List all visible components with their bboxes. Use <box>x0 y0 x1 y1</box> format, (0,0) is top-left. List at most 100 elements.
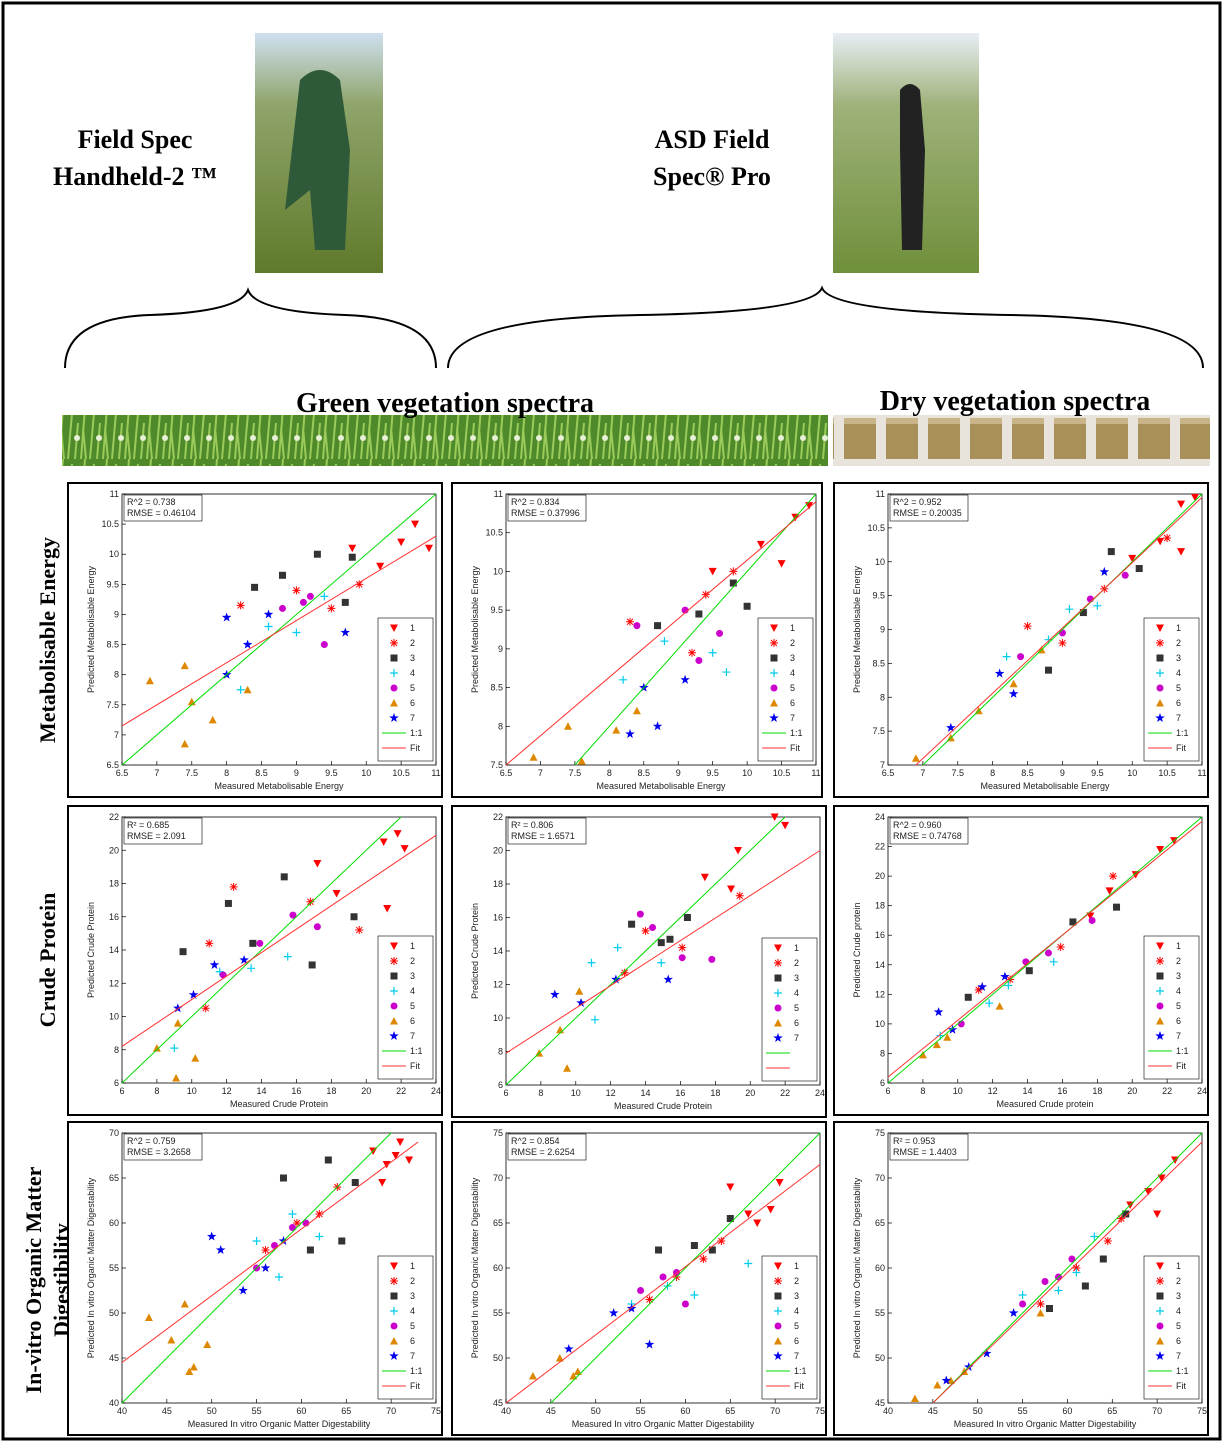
y-axis-label: Predicted In vitro Organic Matter Digest… <box>852 1177 862 1358</box>
marker <box>342 599 349 606</box>
x-tick-label: 6 <box>503 1088 508 1098</box>
marker <box>633 622 640 629</box>
x-tick-label: 10.5 <box>773 768 791 778</box>
marker <box>307 1247 314 1254</box>
x-tick-label: 20 <box>361 1086 371 1096</box>
y-tick-label: 10.5 <box>485 528 503 538</box>
dry-strip <box>833 415 1210 466</box>
marker <box>1019 1301 1026 1308</box>
legend-label: 5 <box>1176 683 1181 693</box>
stats-text: RMSE = 0.46104 <box>127 508 196 518</box>
legend <box>758 618 813 761</box>
legend-label: 1 <box>1176 1261 1181 1271</box>
y-tick-label: 65 <box>493 1218 503 1228</box>
legend-label: 2 <box>1176 956 1181 966</box>
marker <box>1017 653 1024 660</box>
marker <box>220 971 227 978</box>
marker <box>775 1293 782 1300</box>
x-tick-label: 12 <box>606 1088 616 1098</box>
legend-label: 3 <box>1176 971 1181 981</box>
x-tick-label: 75 <box>815 1406 825 1416</box>
x-tick-label: 8.5 <box>255 768 268 778</box>
marker <box>655 1247 662 1254</box>
figure: Field Spec Handheld-2 ™ ASD Field Spec® … <box>0 0 1223 1442</box>
y-tick-label: 8 <box>880 692 885 702</box>
marker <box>1100 1256 1107 1263</box>
legend-label: 4 <box>1176 668 1181 678</box>
y-tick-label: 55 <box>109 1263 119 1273</box>
x-tick-label: 20 <box>1127 1086 1137 1096</box>
marker <box>1113 904 1120 911</box>
legend-label: 1:1 <box>410 1366 423 1376</box>
y-tick-label: 16 <box>109 912 119 922</box>
marker <box>716 630 723 637</box>
legend-label: Fit <box>410 1061 420 1071</box>
x-tick-label: 70 <box>386 1406 396 1416</box>
y-tick-label: 14 <box>493 946 503 956</box>
marker <box>1157 1293 1164 1300</box>
x-tick-label: 9 <box>294 768 299 778</box>
row-label: In-vitro Organic Matter <box>21 1166 46 1393</box>
legend-label: 3 <box>790 653 795 663</box>
y-tick-label: 18 <box>109 879 119 889</box>
legend-label: 6 <box>794 1336 799 1346</box>
x-tick-label: 14 <box>1023 1086 1033 1096</box>
marker <box>1156 639 1164 647</box>
legend-label: 7 <box>1176 1031 1181 1041</box>
x-tick-label: 7.5 <box>569 768 582 778</box>
legend-label: 1 <box>410 623 415 633</box>
x-tick-label: 55 <box>636 1406 646 1416</box>
marker <box>1045 949 1052 956</box>
marker <box>637 1287 644 1294</box>
marker <box>642 927 650 935</box>
marker <box>391 1323 398 1330</box>
legend-label: 4 <box>410 986 415 996</box>
x-axis-label: Measured Crude Protein <box>230 1099 328 1109</box>
marker <box>626 618 634 626</box>
legend-label: 1 <box>794 943 799 953</box>
marker <box>292 586 300 594</box>
legend-label: 3 <box>1176 653 1181 663</box>
marker <box>391 973 398 980</box>
x-tick-label: 6 <box>119 1086 124 1096</box>
stats-text: R² = 0.806 <box>511 820 553 830</box>
x-tick-label: 8 <box>607 768 612 778</box>
y-tick-label: 9.5 <box>872 591 885 601</box>
legend <box>378 936 433 1079</box>
x-tick-label: 16 <box>291 1086 301 1096</box>
y-tick-label: 10 <box>109 549 119 559</box>
marker <box>770 639 778 647</box>
marker <box>1156 957 1164 965</box>
marker <box>684 914 691 921</box>
legend-label: 6 <box>410 1336 415 1346</box>
scatter-panel: 6.577.588.599.51010.5117.588.599.51010.5… <box>452 483 822 797</box>
y-tick-label: 60 <box>109 1218 119 1228</box>
y-tick-label: 7.5 <box>490 760 503 770</box>
y-tick-label: 12 <box>875 989 885 999</box>
marker <box>1042 1278 1049 1285</box>
y-tick-label: 8 <box>114 670 119 680</box>
x-tick-label: 9 <box>676 768 681 778</box>
x-tick-label: 22 <box>396 1086 406 1096</box>
marker <box>325 1157 332 1164</box>
device-label: ASD Field <box>655 125 770 154</box>
stats-text: R^2 = 0.759 <box>127 1136 176 1146</box>
legend-label: Fit <box>794 1381 804 1391</box>
y-tick-label: 10 <box>493 566 503 576</box>
y-tick-label: 8 <box>498 1047 503 1057</box>
marker <box>771 685 778 692</box>
legend-label: 3 <box>410 653 415 663</box>
marker <box>1108 548 1115 555</box>
y-tick-label: 70 <box>493 1173 503 1183</box>
marker <box>300 599 307 606</box>
legend-label: 1:1 <box>1176 1366 1189 1376</box>
legend-label: 3 <box>794 1291 799 1301</box>
stats-text: RMSE = 0.20035 <box>893 508 962 518</box>
legend-label: 7 <box>790 713 795 723</box>
legend-label: Fit <box>1176 1381 1186 1391</box>
marker <box>249 940 256 947</box>
marker <box>321 641 328 648</box>
photo-figure <box>900 84 925 250</box>
marker <box>279 605 286 612</box>
